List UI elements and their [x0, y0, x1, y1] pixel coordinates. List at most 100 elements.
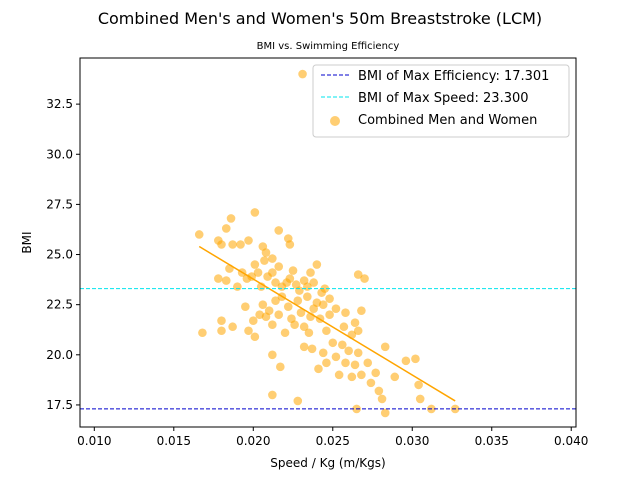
scatter-point-108: [293, 396, 303, 406]
y-tick-label-3: 25.0: [46, 248, 73, 262]
scatter-point-97: [380, 342, 390, 352]
legend-box: [312, 64, 570, 138]
scatter-point-41: [312, 260, 322, 269]
y-tick-label-0: 17.5: [46, 398, 73, 412]
scatter-point-26: [260, 256, 269, 265]
scatter-point-102: [415, 394, 425, 404]
scatter-point-69: [325, 310, 334, 320]
scatter-point-105: [380, 408, 390, 418]
scatter-point-23: [250, 260, 260, 269]
scatter-point-81: [318, 348, 328, 358]
scatter-point-98: [390, 372, 400, 382]
scatter-point-99: [401, 356, 411, 366]
scatter-point-71: [217, 326, 226, 336]
scatter-point-83: [328, 338, 338, 348]
scatter-point-24: [253, 268, 263, 277]
scatter-point-60: [296, 308, 306, 317]
scatter-point-51: [268, 320, 277, 330]
scatter-point-43: [320, 284, 330, 293]
trend-line: [198, 245, 456, 402]
scatter-point-40: [309, 278, 318, 287]
scatter-point-50: [264, 306, 274, 315]
scatter-point-13: [274, 226, 284, 235]
scatter-point-52: [271, 296, 280, 305]
scatter-point-53: [274, 310, 284, 320]
scatter-point-9: [250, 208, 260, 217]
scatter-point-78: [304, 328, 314, 338]
scatter-point-48: [258, 300, 268, 309]
plot-frame: [79, 57, 577, 428]
scatter-point-114: [357, 306, 366, 315]
scatter-point-96: [374, 386, 384, 396]
scatter-point-110: [331, 304, 341, 313]
scatter-point-68: [322, 326, 331, 336]
scatter-point-1: [198, 328, 207, 338]
scatter-point-87: [341, 358, 350, 368]
x-tick-label-6: 0.040: [554, 434, 588, 448]
scatter-point-109: [268, 390, 277, 400]
chart-subtitle: BMI vs. Swimming Efficiency: [257, 41, 400, 52]
scatter-point-8: [244, 236, 253, 245]
legend: BMI of Max Efficiency: 17.301 BMI of Max …: [312, 64, 570, 138]
scatter-point-119: [298, 69, 307, 79]
x-tick-label-4: 0.030: [395, 434, 429, 448]
scatter-point-89: [347, 372, 357, 382]
scatter-point-5: [226, 214, 236, 223]
scatter-point-45: [241, 302, 250, 311]
scatter-point-4: [221, 224, 231, 233]
scatter-point-82: [322, 358, 331, 368]
scatter-point-112: [350, 318, 360, 328]
y-tick-label-4: 27.5: [46, 197, 73, 211]
scatter-point-44: [325, 294, 334, 303]
legend-label-2: Combined Men and Women: [358, 113, 537, 128]
scatter-point-36: [295, 286, 304, 295]
scatter-point-95: [371, 368, 380, 378]
scatter-point-15: [285, 240, 295, 249]
scatter-point-113: [353, 326, 363, 336]
scatter-point-74: [250, 332, 260, 342]
scatter-point-16: [214, 274, 223, 283]
x-axis-label: Speed / Kg (m/Kgs): [270, 456, 385, 470]
scatter-point-84: [331, 352, 341, 362]
scatter-point-30: [274, 262, 284, 271]
scatter-point-28: [268, 268, 277, 277]
scatter-point-12: [268, 254, 277, 263]
scatter-point-75: [268, 350, 277, 360]
x-tick-label-2: 0.020: [236, 434, 270, 448]
scatter-point-86: [338, 340, 347, 350]
scatter-point-39: [306, 268, 315, 277]
scatter-point-80: [314, 364, 323, 374]
x-tick-label-5: 0.035: [475, 434, 509, 448]
scatter-point-58: [290, 320, 299, 330]
scatter-point-19: [233, 282, 242, 291]
scatter-point-34: [288, 266, 298, 275]
scatter-point-67: [318, 300, 328, 309]
scatter-point-61: [299, 322, 309, 332]
scatter-point-91: [353, 348, 363, 358]
scatter-point-56: [283, 302, 293, 311]
scatter-point-85: [334, 370, 344, 380]
scatter-point-33: [285, 274, 295, 283]
x-tick-label-0: 0.010: [77, 434, 111, 448]
x-tick-label-1: 0.015: [157, 434, 191, 448]
scatter-point-70: [217, 316, 226, 326]
scatter-point-90: [350, 360, 360, 370]
scatter-point-94: [366, 378, 376, 388]
scatter-point-101: [414, 380, 423, 390]
scatter-point-79: [307, 344, 317, 354]
scatter-point-6: [228, 240, 237, 249]
scatter-point-88: [344, 346, 353, 356]
scatter-point-62: [303, 292, 312, 301]
scatter-point-55: [280, 328, 290, 338]
data-marks: [80, 69, 576, 418]
scatter-point-73: [244, 326, 253, 336]
scatter-point-116: [339, 322, 349, 332]
scatter-point-77: [299, 342, 309, 352]
y-tick-label-6: 32.5: [46, 97, 73, 111]
scatter-point-17: [221, 276, 231, 285]
scatter-point-100: [411, 354, 420, 364]
scatter-point-72: [228, 322, 237, 332]
scatter-point-0: [194, 230, 204, 239]
legend-label-1: BMI of Max Speed: 23.300: [358, 91, 529, 106]
